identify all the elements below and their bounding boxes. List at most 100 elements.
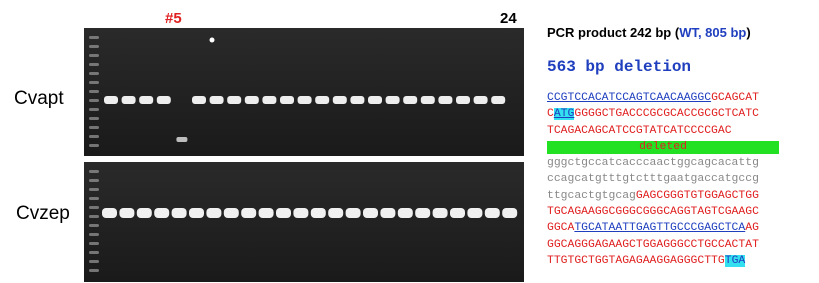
- ladder-band: [89, 233, 99, 236]
- band: [415, 208, 431, 218]
- band: [227, 96, 242, 104]
- sequence-part: CCGTCCACATCCAGTCAACAAGGC: [547, 92, 712, 104]
- sequence-line: TCAGACAGCATCCGTATCATCCCCGAC: [547, 123, 779, 139]
- band: [241, 208, 257, 218]
- ladder-band: [89, 81, 99, 84]
- sequence-part: C: [547, 108, 554, 121]
- sequence-line: GGCATGCATAATTGAGTTGCCCGAGCTCAAG: [547, 220, 779, 236]
- band: [102, 208, 117, 218]
- ladder-band: [89, 36, 99, 39]
- band: [293, 208, 309, 218]
- band: [310, 208, 326, 218]
- band: [139, 96, 154, 104]
- band: [473, 96, 488, 104]
- band: [432, 208, 448, 218]
- ladder-band: [89, 197, 99, 200]
- header-part: WT, 805 bp: [679, 25, 747, 40]
- band: [154, 208, 170, 218]
- band: [315, 96, 330, 104]
- ladder-band: [89, 135, 99, 138]
- band: [403, 96, 418, 104]
- band: [332, 96, 347, 104]
- sequence-part: ATG: [553, 108, 575, 121]
- band: [223, 208, 239, 218]
- band: [206, 208, 222, 218]
- band: [502, 208, 518, 218]
- ladder-band: [89, 108, 99, 111]
- band: [280, 96, 294, 104]
- subtitle: 563 bp deletion: [547, 58, 692, 76]
- band: [397, 208, 413, 218]
- lane-marker: #5: [165, 10, 182, 27]
- band: [328, 208, 344, 218]
- band: [258, 208, 274, 218]
- sequence-line: TTGTGCTGGTAGAGAAGGAGGGCTTGTGA: [547, 253, 779, 269]
- gel-label: Cvzep: [16, 203, 70, 224]
- band: [484, 208, 500, 218]
- header-part: ): [746, 25, 751, 40]
- band: [491, 96, 506, 104]
- band: [385, 96, 400, 104]
- sequence-part: TTGTGCTGGTAGAGAAGGAGGGCTTG: [547, 254, 725, 267]
- ladder-band: [89, 206, 99, 209]
- sequence-part: TCAGACAGCATCCGTATCATCCCCGAC: [547, 124, 732, 137]
- sequence-line: CATGGGGGCTGACCCGCGCACCGCGCTCATC: [547, 106, 779, 122]
- sequence-part: GGCAGGGAGAAGCTGGAGGGCCTGCCACTAT: [547, 238, 759, 251]
- band: [171, 208, 187, 218]
- ladder-band: [89, 260, 99, 263]
- band: [119, 208, 135, 218]
- sequence-part: AG: [745, 222, 759, 235]
- sequence-part: TGA: [724, 254, 746, 267]
- band: [363, 208, 378, 218]
- gel-bottom: [84, 162, 524, 282]
- band: [276, 208, 291, 218]
- band: [297, 96, 312, 104]
- band: [136, 208, 152, 218]
- sequence-part: GAGCGGGTGTGGAGCTGG: [635, 189, 759, 202]
- ladder-band: [89, 224, 99, 227]
- ladder-band: [89, 269, 99, 272]
- header-part: PCR product 242 bp (: [547, 25, 680, 40]
- sequence-line: gggctgccatcacccaactggcagcacattg: [547, 155, 779, 171]
- ladder-band: [89, 72, 99, 75]
- ladder-band: [89, 242, 99, 245]
- bands: [89, 36, 518, 272]
- band: [456, 96, 470, 104]
- band: [350, 96, 365, 104]
- band: [438, 96, 453, 104]
- sequence-line: ccagcatgtttgtctttgaatgaccatgccg: [547, 171, 779, 187]
- sequence: CCGTCCACATCCAGTCAACAAGGCGCAGCAT CATGGGGGC…: [547, 90, 779, 269]
- gel-label: Cvapt: [14, 88, 64, 109]
- ladder-band: [89, 179, 99, 182]
- ladder-band: [89, 90, 99, 93]
- sequence-line: CCGTCCACATCCAGTCAACAAGGCGCAGCAT: [547, 90, 779, 106]
- ladder-band: [89, 126, 99, 129]
- band: [345, 208, 361, 218]
- ladder-band: [89, 99, 99, 102]
- lane-count: 24: [500, 10, 517, 27]
- ladder-band: [89, 251, 99, 254]
- band: [189, 208, 204, 218]
- ladder-band: [89, 215, 99, 218]
- band: [156, 96, 171, 104]
- band: [368, 96, 382, 104]
- sequence-line: deleted: [547, 139, 779, 155]
- band: [450, 208, 465, 218]
- band: [380, 208, 396, 218]
- ladder-band: [89, 170, 99, 173]
- band: [420, 96, 435, 104]
- ladder-band: [89, 45, 99, 48]
- sequence-line: ttgcactgtgcagGAGCGGGTGTGGAGCTGG: [547, 188, 779, 204]
- sequence-line: GGCAGGGAGAAGCTGGAGGGCCTGCCACTAT: [547, 237, 779, 253]
- sequence-part: ttgcactgtgcag: [547, 189, 636, 202]
- band: [176, 137, 188, 142]
- band: [104, 96, 118, 104]
- band: [262, 96, 277, 104]
- sequence-part: gggctgccatcacccaactggcagcacattg: [547, 157, 759, 170]
- header: PCR product 242 bp (WT, 805 bp): [547, 25, 751, 40]
- band: [467, 208, 483, 218]
- ladder-band: [89, 63, 99, 66]
- ladder-band: [89, 117, 99, 120]
